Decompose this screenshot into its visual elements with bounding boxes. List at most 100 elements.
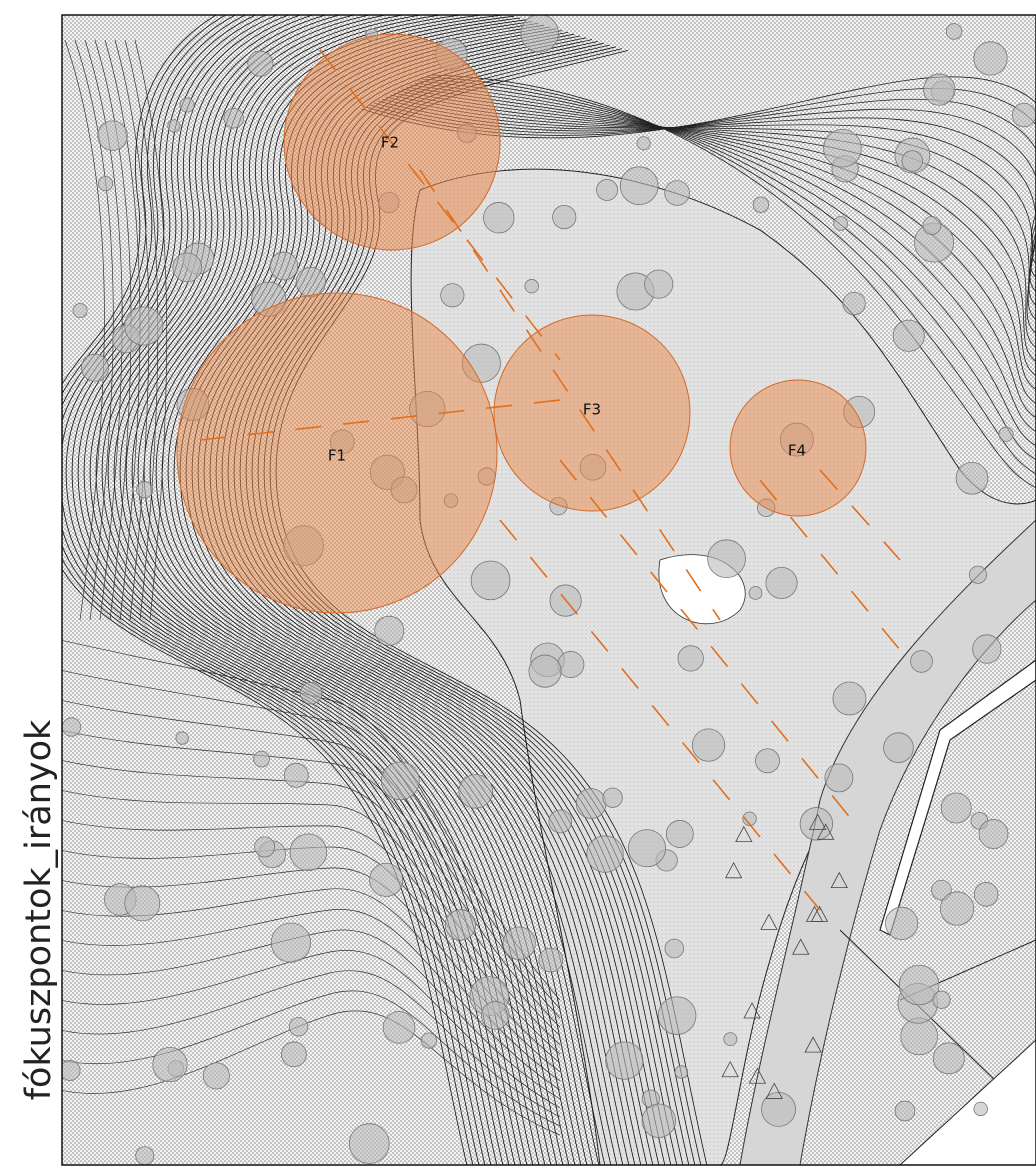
contour-line xyxy=(173,19,606,1165)
contour-line xyxy=(89,15,522,1165)
tree xyxy=(973,882,999,907)
tree xyxy=(548,809,573,834)
contour-line xyxy=(143,15,576,1165)
focal-label: F2 xyxy=(381,134,399,152)
tree xyxy=(374,615,405,646)
contour-line xyxy=(131,15,564,1165)
tree xyxy=(832,681,867,716)
shrub xyxy=(792,938,810,955)
contour-line xyxy=(107,15,540,1165)
tree xyxy=(665,820,694,848)
tree xyxy=(470,560,511,601)
view-line xyxy=(819,469,901,561)
tree xyxy=(124,306,164,346)
contour-line xyxy=(62,700,561,1019)
tree xyxy=(288,1017,309,1037)
tree xyxy=(628,829,666,868)
contour-line xyxy=(62,846,561,1064)
contour-line xyxy=(62,990,561,1127)
tree xyxy=(972,634,1002,664)
tree xyxy=(674,1065,689,1079)
tree xyxy=(528,654,562,688)
tree xyxy=(945,23,963,40)
contour-line xyxy=(62,760,561,1037)
page-title: fókuszpontok_irányok xyxy=(19,719,59,1100)
contour-line xyxy=(417,80,1036,447)
tree xyxy=(254,836,276,858)
tree xyxy=(538,947,564,973)
contour-line xyxy=(62,790,561,1046)
shrub xyxy=(748,1067,767,1084)
tree xyxy=(502,926,536,960)
tree xyxy=(167,119,181,133)
tree xyxy=(748,586,763,600)
tree xyxy=(664,938,685,959)
tree xyxy=(283,762,309,788)
contour-line xyxy=(62,15,474,1165)
contour-line xyxy=(124,39,159,621)
shrub xyxy=(743,1002,761,1019)
tree xyxy=(742,811,757,826)
focal-area xyxy=(493,314,691,512)
tree xyxy=(444,909,477,941)
contour-line xyxy=(71,15,504,1165)
view-line xyxy=(759,479,901,651)
contour-line xyxy=(62,1010,561,1136)
tree xyxy=(586,835,624,873)
tree xyxy=(179,97,195,113)
shrub xyxy=(808,813,827,830)
focal-label: F3 xyxy=(583,401,601,419)
tree xyxy=(253,750,270,768)
tree xyxy=(281,1041,307,1068)
tree xyxy=(524,279,539,294)
tree xyxy=(1011,102,1036,128)
tree xyxy=(348,1123,390,1164)
view-directions xyxy=(199,49,901,911)
contour-line xyxy=(119,15,552,1165)
tree xyxy=(247,50,274,77)
tree xyxy=(931,879,952,901)
contour-line xyxy=(62,15,480,1165)
tree xyxy=(172,252,203,283)
tree xyxy=(664,180,690,206)
tree xyxy=(202,1062,230,1090)
contour-line xyxy=(62,970,561,1118)
view-line xyxy=(199,399,561,441)
tree xyxy=(723,1032,738,1047)
tree xyxy=(641,1103,677,1138)
tree xyxy=(657,996,697,1035)
tree xyxy=(98,176,114,192)
tree xyxy=(483,202,515,234)
contour-line xyxy=(62,909,561,1091)
focal-label: F1 xyxy=(328,447,346,465)
tree xyxy=(602,787,623,808)
tree xyxy=(922,216,942,235)
contour-line xyxy=(113,15,546,1165)
shrub xyxy=(804,1036,822,1053)
tree xyxy=(940,891,975,926)
tree xyxy=(885,906,919,940)
focal-label: F4 xyxy=(788,442,806,460)
tree xyxy=(575,788,607,819)
contour-line xyxy=(413,82,1036,433)
view-line xyxy=(319,49,561,361)
contour-line xyxy=(409,84,1036,419)
contour-line xyxy=(155,15,588,1165)
tree xyxy=(381,761,420,801)
tree xyxy=(823,128,862,168)
view-line xyxy=(419,169,721,621)
tree xyxy=(369,862,404,897)
contour-line xyxy=(373,102,1036,292)
tree xyxy=(175,731,189,745)
tree xyxy=(124,885,161,922)
tree xyxy=(440,283,465,308)
tree xyxy=(923,73,956,106)
shrub xyxy=(735,825,753,843)
contour-line xyxy=(62,820,561,1055)
contour-line xyxy=(74,39,114,621)
tree xyxy=(270,922,311,963)
tree xyxy=(596,179,618,201)
tree xyxy=(62,717,82,737)
shrub xyxy=(724,861,743,879)
